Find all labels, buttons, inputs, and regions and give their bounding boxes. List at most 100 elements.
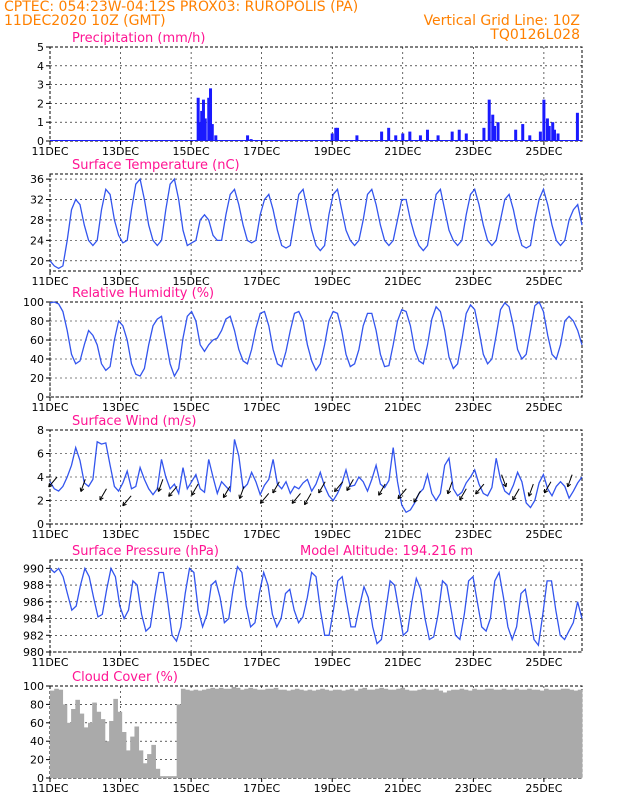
wind-arrow <box>397 488 407 500</box>
x-tick-label: 13DEC <box>102 528 139 541</box>
y-tick-label: 6 <box>37 448 44 461</box>
y-tick-label: 4 <box>37 60 44 73</box>
y-tick-label: 80 <box>30 698 44 711</box>
x-tick-label: 13DEC <box>102 401 139 414</box>
precip-bar <box>201 99 205 141</box>
cloud-bar <box>328 690 334 778</box>
precip-panel: 0 1 2 3 4 5 11DEC 13DEC 15DEC 17DEC 19DEC 21DEC 23DE… <box>31 31 583 158</box>
y-tick-label: 20 <box>30 255 44 268</box>
cloud-bar <box>92 702 97 778</box>
x-tick-label: 23DEC <box>455 782 492 795</box>
cloud-bar <box>210 687 216 778</box>
precip-bar <box>330 133 334 141</box>
plot-frame <box>49 46 583 142</box>
cloud-panel: 0 20 40 60 80 100 11DEC 13DEC 15DEC 17DEC 19DEC 21D… <box>23 670 583 795</box>
wind-arrow <box>475 483 485 495</box>
x-tick-label: 13DEC <box>102 145 139 158</box>
cloud-bar <box>522 689 528 778</box>
cloud-bar <box>168 776 173 778</box>
wind-arrow <box>48 476 58 488</box>
cloud-bar <box>218 687 224 778</box>
x-tick-label: 23DEC <box>455 528 492 541</box>
cloud-bar <box>100 719 106 778</box>
x-tick-label: 15DEC <box>173 528 210 541</box>
x-tick-label: 17DEC <box>243 528 280 541</box>
precip-bar <box>464 133 468 141</box>
precip-bar <box>380 131 384 141</box>
cloud-bar <box>185 689 190 778</box>
y-tick-label: 986 <box>23 596 44 609</box>
humidity-panel: 0 20 40 60 80 100 11DEC 13DEC 15DEC 17DEC 19DEC 21D… <box>23 286 583 414</box>
cloud-bar <box>176 704 182 778</box>
wind-arrow <box>512 488 520 501</box>
cloud-bar <box>370 689 376 778</box>
cloud-bar <box>573 690 579 778</box>
x-tick-label: 25DEC <box>525 401 562 414</box>
precip-bar <box>200 110 204 141</box>
cloud-bar <box>240 689 245 778</box>
cloud-bar <box>413 690 418 778</box>
cloud-bar <box>375 688 380 778</box>
wind-panel: 0 2 4 6 8 11DEC 13DEC 15DEC 17DEC 19DEC 21DEC 23DEC… <box>31 414 583 541</box>
x-tick-label: 21DEC <box>384 145 421 158</box>
precip-bar <box>408 131 412 141</box>
cloud-bar <box>438 690 444 778</box>
precip-bar <box>246 135 250 141</box>
cloud-bar <box>307 689 313 778</box>
cloud-bar <box>396 688 401 778</box>
cloud-bar <box>121 732 127 778</box>
cloud-bar <box>518 689 524 778</box>
model-altitude-label: Model Altitude: 194.216 m <box>300 544 473 559</box>
x-tick-label: 15DEC <box>173 145 210 158</box>
wind-arrow <box>191 483 199 496</box>
cloud-bar <box>282 689 287 778</box>
cloud-bar <box>421 688 427 778</box>
wind-series-line <box>49 439 583 514</box>
precip-bar <box>552 129 556 141</box>
cloud-bar <box>569 689 574 778</box>
cloud-bar <box>142 763 148 778</box>
cloud-bar <box>193 689 199 778</box>
precip-bar <box>551 122 555 141</box>
cloud-bar <box>227 688 232 778</box>
cloud-bar <box>455 689 460 778</box>
cloud-bar <box>303 690 308 778</box>
cloud-bar <box>252 688 258 778</box>
wind-arrow <box>304 493 312 506</box>
cloud-bar <box>527 688 532 778</box>
cloud-bar <box>294 688 300 778</box>
cloud-bar <box>202 689 207 778</box>
cloud-bar <box>506 689 511 778</box>
precip-bar <box>450 131 454 141</box>
cloud-bar <box>104 741 110 778</box>
cloud-bar <box>164 776 169 778</box>
cloud-bar <box>468 690 473 778</box>
x-tick-label: 21DEC <box>384 275 421 288</box>
x-tick-label: 19DEC <box>314 401 351 414</box>
precip-bar <box>457 129 461 141</box>
x-tick-label: 19DEC <box>314 275 351 288</box>
cloud-bar <box>451 689 456 778</box>
precip-bar <box>394 135 398 141</box>
wind-arrow <box>99 488 107 501</box>
x-tick-label: 11DEC <box>31 401 68 414</box>
cloud-bar <box>113 698 118 778</box>
x-tick-label: 11DEC <box>31 145 68 158</box>
y-tick-label: 0 <box>37 518 44 531</box>
precip-bar <box>521 124 525 141</box>
cloud-bar <box>66 722 72 778</box>
cloud-bar <box>197 690 203 778</box>
y-tick-label: 60 <box>30 717 44 730</box>
precip-bar <box>496 122 500 141</box>
cloud-bar <box>235 687 241 778</box>
cloud-bar <box>366 689 372 778</box>
y-tick-label: 988 <box>23 579 44 592</box>
y-tick-label: 100 <box>23 680 44 693</box>
cloud-bar <box>189 690 194 778</box>
precip-bar <box>336 127 340 141</box>
cloud-bar <box>71 709 76 778</box>
cloud-bar <box>206 688 211 778</box>
x-tick-label: 15DEC <box>173 656 210 669</box>
precip-bar <box>487 99 491 141</box>
precip-bar <box>203 118 207 141</box>
